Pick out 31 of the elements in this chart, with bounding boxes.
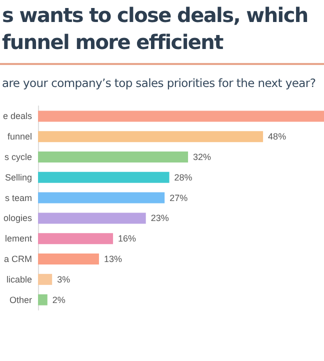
- data-label: 32%: [193, 152, 212, 162]
- bar: [38, 192, 165, 204]
- bar: [38, 212, 146, 224]
- data-label: 13%: [104, 254, 122, 264]
- y-tick-label: Other: [10, 294, 32, 305]
- bar: [38, 233, 114, 244]
- data-label: 48%: [268, 132, 286, 142]
- data-label: 2%: [52, 294, 66, 305]
- chart-title: s wants to close deals, which funnel more efficient: [2, 2, 308, 56]
- bar: [38, 254, 99, 264]
- data-label: 16%: [118, 234, 136, 244]
- y-tick-label: lement: [5, 234, 33, 244]
- y-tick-label: e deals: [2, 111, 33, 122]
- bar: [38, 172, 170, 183]
- y-tick-label: Selling: [4, 172, 32, 182]
- y-tick-label: s cycle: [4, 152, 32, 162]
- y-tick-label: a CRM: [4, 254, 32, 264]
- bar: [38, 294, 48, 306]
- y-tick-label: licable: [6, 274, 32, 284]
- y-tick-label: s team: [5, 192, 32, 203]
- data-label: 28%: [174, 172, 192, 182]
- y-tick-label: ologies: [3, 213, 33, 224]
- bar: [38, 152, 188, 162]
- chart-subtitle: are your company’s top sales priorities for the next year?: [2, 76, 316, 90]
- bar: [38, 110, 324, 122]
- data-label: 23%: [150, 213, 169, 224]
- data-label: 27%: [170, 192, 188, 203]
- bar: [38, 274, 52, 285]
- bar: [38, 131, 264, 142]
- y-tick-label: funnel: [7, 132, 32, 142]
- data-label: 3%: [57, 274, 70, 284]
